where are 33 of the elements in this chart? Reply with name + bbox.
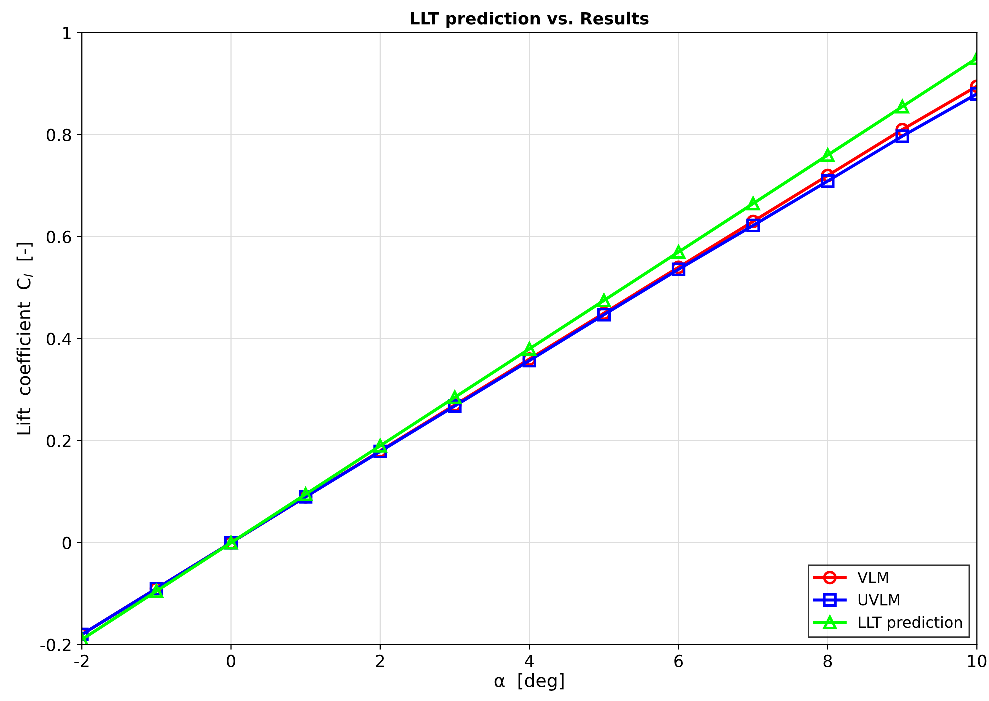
x-tick-label: 2 [376,654,384,668]
point [522,342,536,356]
y-axis-title: Lift coefficient C$_{l}$ [-] [16,243,34,435]
point [150,584,164,598]
y-tick-label: 0 [62,536,72,550]
x-tick-label: 0 [227,654,236,668]
x-tick-label: 10 [968,654,987,668]
x-axis-title: α [deg] [494,674,564,692]
x-tick-label: 4 [525,655,534,668]
legend-label: LLT prediction [859,616,962,632]
point [896,130,910,144]
legend-label: UVLM [858,594,900,606]
x-tick-label: 6 [674,654,684,668]
point [597,294,612,308]
point [672,245,686,260]
x-tick-label: -2 [74,654,89,668]
y-tick-label: 1 [64,27,71,40]
y-tick-label: 0.4 [46,332,72,346]
point [374,439,388,453]
y-tick-label: 0.6 [46,230,72,244]
legend-label: VLM [858,572,888,584]
y-tick-label: 0.2 [46,434,71,448]
point [746,218,760,233]
point [896,100,910,114]
y-tick-label: 0.8 [46,128,72,142]
point [821,174,835,188]
y-tick-label: -0.2 [40,638,71,652]
chart-title: LLT prediction vs. Results [411,12,649,28]
point [746,196,760,211]
point [299,488,313,502]
point [821,148,835,162]
point [448,390,462,404]
x-tick-label: 8 [824,654,832,668]
